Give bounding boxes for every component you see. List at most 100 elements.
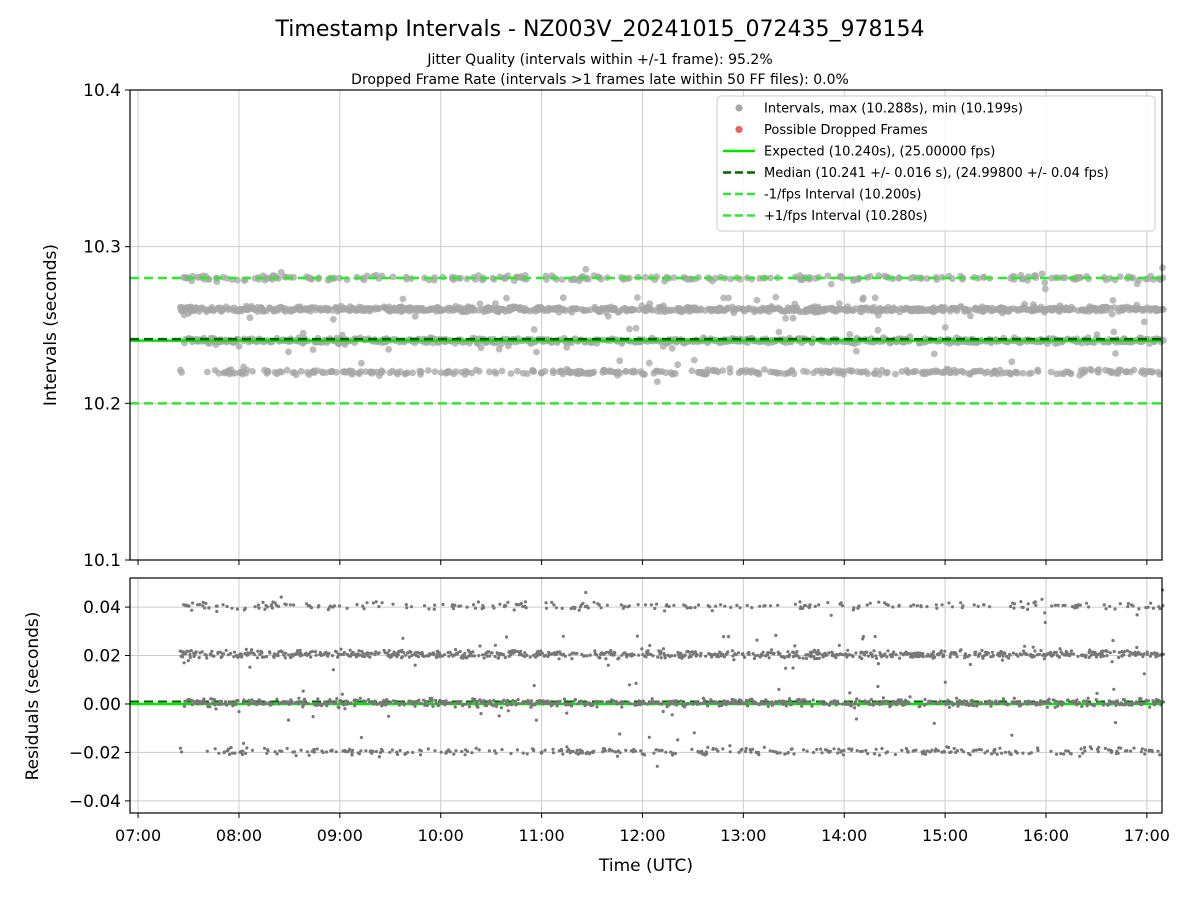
residual-point: [621, 701, 625, 705]
residual-point: [993, 747, 997, 752]
interval-point: [839, 274, 846, 282]
interval-point: [203, 368, 211, 376]
residual-point: [264, 655, 269, 659]
residual-point: [1149, 601, 1153, 605]
residual-point: [344, 699, 348, 703]
residual-point: [188, 653, 192, 657]
residual-point: [991, 653, 995, 657]
residual-point: [398, 748, 402, 753]
residual-point: [532, 749, 536, 753]
residual-point: [1043, 620, 1047, 625]
residual-point: [253, 605, 257, 609]
residual-point: [827, 703, 832, 707]
residual-point: [1135, 645, 1139, 650]
residual-point: [816, 648, 820, 653]
interval-point: [1019, 369, 1027, 377]
residual-point: [560, 749, 564, 753]
residual-point: [1019, 653, 1023, 657]
interval-point: [904, 369, 912, 376]
residual-point: [301, 689, 305, 693]
interval-point: [590, 368, 598, 376]
residual-point: [627, 683, 632, 687]
residual-point: [619, 603, 623, 607]
residual-point: [663, 656, 667, 660]
residual-point: [1003, 750, 1008, 754]
residual-point: [1150, 750, 1154, 754]
residual-point: [1049, 749, 1053, 753]
residual-point: [201, 604, 205, 608]
residual-point: [740, 747, 744, 752]
residual-point: [856, 703, 861, 707]
residual-point: [1006, 656, 1011, 660]
residual-point: [865, 603, 869, 607]
residual-point: [188, 655, 192, 660]
residual-point: [504, 604, 508, 608]
residual-point: [561, 752, 565, 756]
residual-point: [852, 606, 856, 610]
residual-point: [982, 603, 986, 607]
interval-point: [860, 294, 867, 302]
residual-point: [1145, 652, 1149, 657]
residual-point: [454, 749, 458, 753]
interval-point: [1041, 279, 1049, 286]
interval-point: [503, 294, 510, 302]
residual-point: [655, 764, 659, 768]
interval-point: [616, 369, 624, 377]
interval-point: [1047, 368, 1055, 376]
residual-point: [851, 654, 855, 659]
residual-point: [530, 704, 534, 708]
residual-point: [365, 601, 369, 605]
residual-point: [841, 753, 846, 757]
residual-point: [683, 653, 687, 657]
residual-point: [1135, 613, 1139, 617]
residual-point: [693, 605, 697, 610]
residual-point: [185, 649, 189, 653]
interval-point: [871, 294, 879, 302]
residual-point: [464, 702, 468, 706]
residual-point: [1026, 607, 1030, 612]
residual-point: [973, 653, 977, 657]
residual-point: [371, 749, 375, 754]
residual-point: [1125, 649, 1129, 653]
residual-point: [743, 702, 747, 706]
residual-point: [742, 655, 747, 660]
residual-point: [1033, 600, 1037, 604]
residual-point: [595, 653, 599, 657]
residual-point: [1143, 752, 1147, 756]
interval-point: [1109, 297, 1117, 304]
residual-point: [673, 654, 677, 658]
residual-point: [242, 741, 246, 746]
interval-point: [533, 348, 540, 356]
residual-point: [1010, 733, 1014, 737]
interval-point: [835, 300, 843, 307]
residual-point: [1000, 658, 1005, 662]
residual-point: [979, 700, 983, 704]
residual-point: [1012, 606, 1016, 610]
interval-point: [299, 329, 307, 337]
residual-point: [596, 700, 600, 704]
residual-point: [808, 603, 812, 607]
interval-point: [541, 367, 549, 375]
residual-point: [519, 601, 523, 606]
residual-point: [777, 687, 781, 692]
residual-point: [709, 698, 713, 702]
residual-point: [498, 602, 502, 606]
residual-point: [186, 659, 190, 663]
residual-point: [873, 634, 877, 639]
residual-point: [1071, 652, 1076, 656]
residual-point: [932, 721, 936, 725]
residual-point: [298, 648, 302, 653]
residual-point: [191, 699, 195, 703]
residual-point: [729, 605, 733, 610]
residual-point: [989, 704, 993, 708]
residual-point: [437, 703, 441, 707]
residual-point: [487, 654, 492, 658]
residual-point: [1059, 752, 1063, 756]
residual-point: [184, 652, 188, 656]
residual-point: [425, 703, 429, 707]
residual-point: [687, 650, 692, 654]
residual-point: [374, 749, 378, 754]
residual-point: [1113, 721, 1118, 725]
residual-point: [493, 643, 497, 647]
residual-point: [783, 752, 787, 756]
